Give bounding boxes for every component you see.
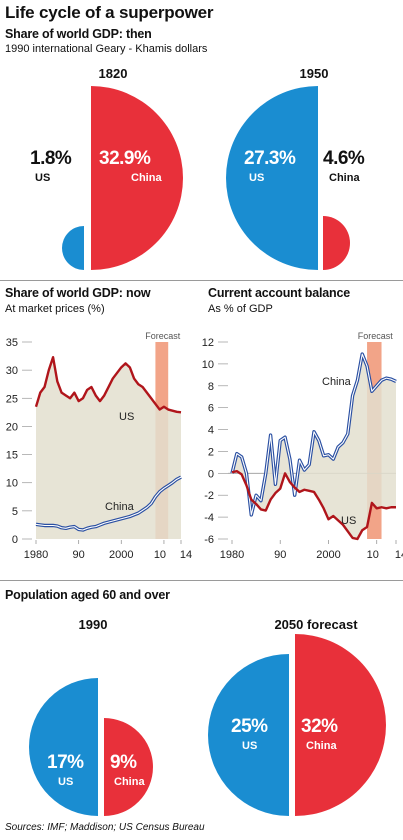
series-label-us: US [341,515,356,527]
series-label-us: US [119,411,134,423]
section4-halfcircles [29,634,386,816]
series-line-china [231,353,397,516]
y-tick-label: 6 [208,403,214,415]
section1-title: Share of world GDP: then [5,27,152,41]
section1-subtitle: 1990 international Geary - Khamis dollar… [5,43,208,55]
series-line-us [34,355,182,414]
y-tick-label: 30 [6,365,18,377]
section1-year-1950: 1950 [299,66,329,81]
series-label-china: China [105,501,135,513]
forecast-label: Forecast [358,331,394,341]
section1-1950-china-label: China [329,172,360,184]
y-tick-label: 15 [6,450,18,462]
section4-year-2050: 2050 forecast [274,617,358,632]
divider [0,580,403,581]
section4-2050-us-value: 25% [231,716,268,737]
y-tick-label: 25 [6,393,18,405]
section1-1950-us-label: US [249,172,265,184]
y-tick-label: 35 [6,337,18,349]
section4-1990-us-value: 17% [47,752,84,773]
section3-title: Current account balance [208,286,350,300]
section2-subtitle: At market prices (%) [5,303,105,315]
section1-1950-china-value: 4.6% [323,148,365,169]
y-tick-label: 0 [208,468,214,480]
page-title: Life cycle of a superpower [5,3,214,22]
section4-1990-us-label: US [58,776,74,788]
area-fill [36,357,181,539]
section1-1820-china-value: 32.9% [99,148,151,169]
y-tick-label: 4 [208,425,214,437]
x-tick-label: 90 [274,549,286,561]
section2-title: Share of world GDP: now [5,286,151,300]
current-account-chart: Forecast -6 -4 -2 0 2 4 6 8 10 12 US China 1980 90 2000… [202,331,403,561]
x-tick-label: 10 [154,549,166,561]
section4-2050-us-label: US [242,740,258,752]
y-tick-label: 8 [208,381,214,393]
halfcircle-1950-us [226,86,318,270]
section4-1990-china-value: 9% [110,752,137,773]
x-tick-label: 90 [73,549,85,561]
section1-year-1820: 1820 [98,66,128,81]
y-tick-label: -2 [204,490,214,502]
section1-1950-us-value: 27.3% [244,148,296,169]
section1-1820-us-value: 1.8% [30,148,72,169]
y-tick-label: 12 [202,337,214,349]
halfcircle-1990-us [29,678,98,816]
x-tick-label: 1980 [24,549,48,561]
y-tick-label: 0 [12,534,18,546]
y-tick-label: 10 [202,359,214,371]
y-tick-label: 5 [12,506,18,518]
series-label-china: China [322,376,352,388]
section1-1820-china-label: China [131,172,162,184]
forecast-label: Forecast [145,331,181,341]
section4-title: Population aged 60 and over [5,588,170,602]
halfcircle-1990-china [104,718,153,816]
y-tick-label: 10 [6,478,18,490]
section1-1820-us-label: US [35,172,51,184]
y-tick-label: 2 [208,446,214,458]
x-tick-label: 1980 [220,549,244,561]
y-tick-label: -6 [204,534,214,546]
section4-2050-china-label: China [306,740,337,752]
divider [0,280,403,281]
series-line-china [35,476,182,531]
x-tick-label: 10 [367,549,379,561]
x-tick-label: 14 [395,549,403,561]
x-tick-label: 14 [180,549,192,561]
gdp-share-chart: Forecast 0 5 10 15 20 25 30 35 US China 1980 90 2000 1… [6,331,192,561]
halfcircle-1820-us [62,226,84,270]
section1-halfcircles [62,86,350,270]
source-note: Sources: IMF; Maddison; US Census Bureau [5,822,205,833]
halfcircle-2050-china [295,634,386,816]
section4-1990-china-label: China [114,776,145,788]
y-tick-label: -4 [204,512,214,524]
x-tick-label: 2000 [316,549,340,561]
series-line-us [231,469,396,541]
section3-subtitle: As % of GDP [208,303,273,315]
section4-year-1990: 1990 [78,617,108,632]
halfcircle-1820-china [91,86,183,270]
halfcircle-1950-china [323,216,350,270]
y-tick-label: 20 [6,421,18,433]
section4-2050-china-value: 32% [301,716,338,737]
area-fill [232,354,396,539]
x-tick-label: 2000 [109,549,133,561]
halfcircle-2050-us [208,654,289,816]
